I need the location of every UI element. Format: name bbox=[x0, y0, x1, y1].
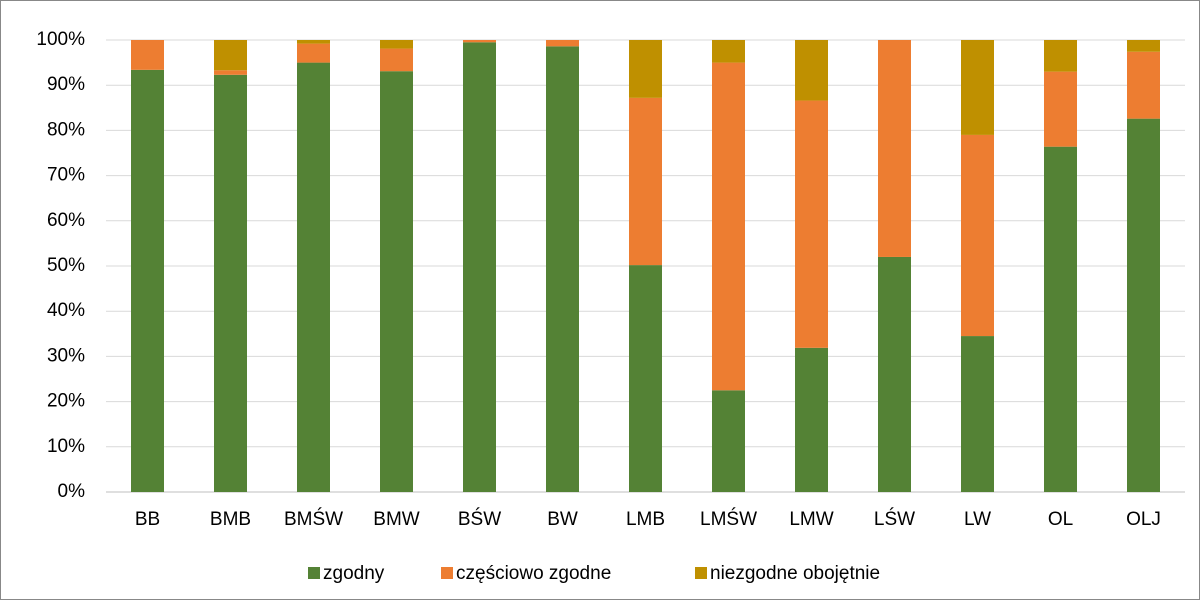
bar-segment bbox=[131, 40, 164, 70]
bar-segment bbox=[297, 43, 330, 63]
x-tick-label: LW bbox=[964, 509, 991, 530]
x-tick-label: BMB bbox=[210, 509, 251, 530]
bar-segment bbox=[878, 40, 911, 257]
bar-segment bbox=[961, 134, 994, 337]
y-tick-label: 0% bbox=[58, 481, 86, 502]
bar-segment bbox=[795, 40, 828, 101]
bar-segment bbox=[712, 40, 745, 63]
y-tick-label: 50% bbox=[47, 255, 85, 276]
bar-segment bbox=[463, 40, 496, 43]
bar-segment bbox=[380, 40, 413, 49]
x-tick-label: LMB bbox=[626, 509, 665, 530]
x-tick-label: BMŚW bbox=[284, 508, 343, 530]
x-tick-label: BŚW bbox=[458, 508, 501, 530]
bar-segment bbox=[380, 71, 413, 493]
bar-segment bbox=[712, 62, 745, 391]
bar-segment bbox=[1127, 118, 1160, 492]
bar-segment bbox=[1044, 40, 1077, 72]
bar-segment bbox=[795, 100, 828, 348]
bar-segment bbox=[463, 42, 496, 492]
x-tick-label: LMW bbox=[789, 509, 833, 530]
y-tick-label: 80% bbox=[47, 119, 85, 140]
x-tick-label: OL bbox=[1048, 509, 1073, 530]
bar-segment bbox=[1127, 40, 1160, 52]
legend-label: zgodny bbox=[323, 563, 385, 584]
x-tick-label: BB bbox=[135, 509, 160, 530]
legend-swatch bbox=[441, 567, 453, 579]
y-tick-label: 10% bbox=[47, 436, 85, 457]
legend-label: częściowo zgodne bbox=[456, 563, 611, 584]
bar-segment bbox=[629, 97, 662, 266]
bar-segment bbox=[546, 40, 579, 47]
bar-segment bbox=[1127, 51, 1160, 119]
bar-segment bbox=[712, 390, 745, 492]
y-tick-label: 40% bbox=[47, 300, 85, 321]
x-tick-label: LŚW bbox=[874, 508, 915, 530]
bar-segment bbox=[214, 70, 247, 75]
bar-segment bbox=[297, 62, 330, 492]
y-tick-label: 20% bbox=[47, 391, 85, 412]
bar-segment bbox=[214, 74, 247, 492]
x-tick-label: LMŚW bbox=[700, 508, 757, 530]
x-tick-label: OLJ bbox=[1126, 509, 1161, 530]
y-tick-label: 90% bbox=[47, 74, 85, 95]
y-tick-label: 30% bbox=[47, 345, 85, 366]
y-tick-label: 60% bbox=[47, 210, 85, 231]
legend-swatch bbox=[308, 567, 320, 579]
bar-segment bbox=[961, 40, 994, 135]
x-tick-label: BMW bbox=[373, 509, 420, 530]
legend-swatch bbox=[695, 567, 707, 579]
bar-segment bbox=[961, 336, 994, 492]
bar-segment bbox=[131, 69, 164, 492]
bar-segment bbox=[629, 265, 662, 492]
bar-segment bbox=[380, 48, 413, 72]
bar-segment bbox=[878, 256, 911, 492]
bar-segment bbox=[546, 46, 579, 492]
x-tick-label: BW bbox=[547, 509, 578, 530]
bar-segment bbox=[629, 40, 662, 98]
bar-segment bbox=[214, 40, 247, 71]
y-tick-label: 100% bbox=[36, 29, 85, 50]
bar-segment bbox=[297, 40, 330, 44]
bar-segment bbox=[795, 347, 828, 492]
y-tick-label: 70% bbox=[47, 165, 85, 186]
bar-segment bbox=[1044, 71, 1077, 147]
legend-label: niezgodne obojętnie bbox=[710, 563, 880, 584]
bar-segment bbox=[1044, 146, 1077, 492]
